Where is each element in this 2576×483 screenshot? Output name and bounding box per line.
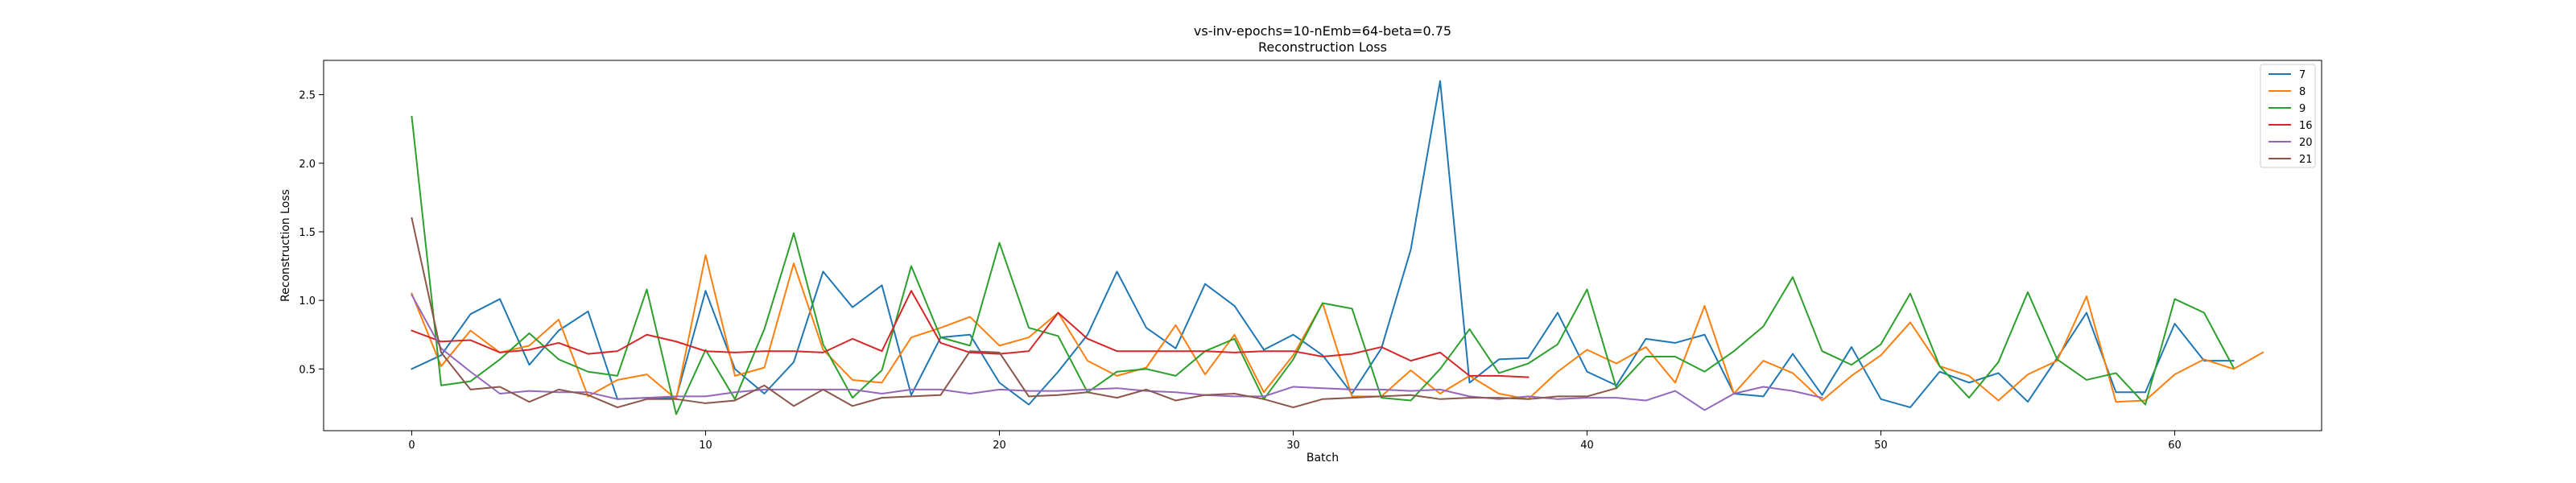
x-tick-label: 50 bbox=[1874, 440, 1888, 452]
y-tick-label: 1.5 bbox=[299, 227, 316, 239]
y-tick-label: 2.0 bbox=[299, 159, 316, 171]
legend: 7 8 9 16 20 21 bbox=[2260, 64, 2316, 168]
plot-series-group bbox=[411, 80, 2264, 415]
x-axis-ticks: 0 10 20 30 40 50 60 bbox=[408, 431, 2182, 452]
chart-subtitle: Reconstruction Loss bbox=[1258, 39, 1387, 55]
x-tick-label: 0 bbox=[408, 440, 415, 452]
x-tick-label: 40 bbox=[1580, 440, 1594, 452]
x-axis-label: Batch bbox=[1307, 452, 1339, 464]
series-line-8 bbox=[411, 254, 2264, 403]
y-axis-ticks: 0.5 1.0 1.5 2.0 2.5 bbox=[299, 90, 324, 376]
legend-label-8: 8 bbox=[2299, 86, 2306, 98]
x-tick-label: 10 bbox=[699, 440, 712, 452]
legend-label-16: 16 bbox=[2299, 120, 2313, 132]
legend-label-21: 21 bbox=[2299, 154, 2313, 166]
series-line-20 bbox=[411, 293, 1823, 411]
plot-frame bbox=[323, 60, 2322, 431]
legend-box bbox=[2260, 64, 2316, 168]
legend-label-7: 7 bbox=[2299, 69, 2306, 81]
chart-title: vs-inv-epochs=10-nEmb=64-beta=0.75 bbox=[1194, 23, 1451, 39]
y-tick-label: 2.5 bbox=[299, 90, 316, 102]
x-tick-label: 20 bbox=[993, 440, 1006, 452]
series-line-9 bbox=[411, 115, 2235, 415]
x-tick-label: 30 bbox=[1286, 440, 1300, 452]
series-line-7 bbox=[411, 80, 2235, 409]
x-tick-label: 60 bbox=[2168, 440, 2182, 452]
y-tick-label: 0.5 bbox=[299, 364, 316, 376]
y-tick-label: 1.0 bbox=[299, 295, 316, 308]
series-line-21 bbox=[411, 217, 1618, 409]
y-axis-label: Reconstruction Loss bbox=[279, 189, 292, 302]
legend-label-20: 20 bbox=[2299, 137, 2313, 149]
legend-label-9: 9 bbox=[2299, 103, 2306, 115]
